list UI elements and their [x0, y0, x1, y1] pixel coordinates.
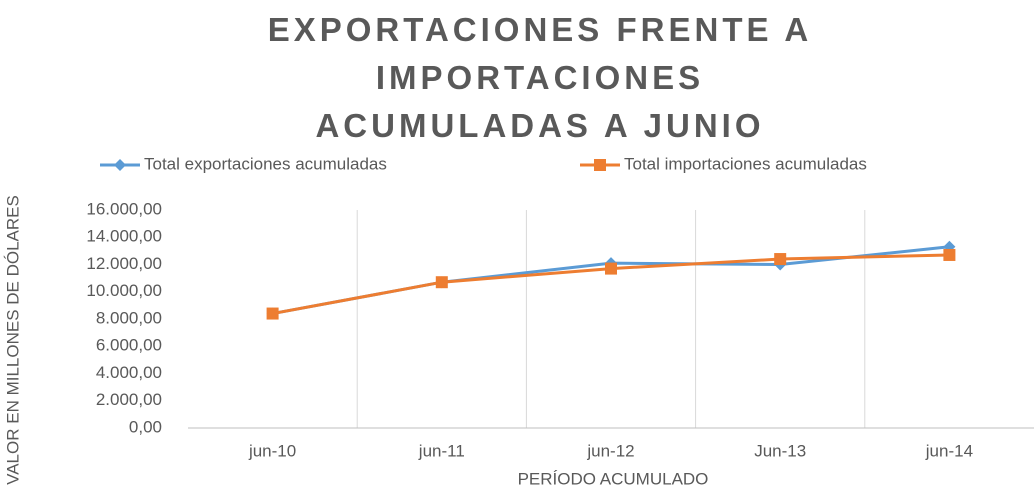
y-tick-label: 8.000,00 [96, 308, 162, 327]
y-tick-label: 6.000,00 [96, 336, 162, 355]
chart-title: EXPORTACIONES FRENTE A IMPORTACIONES ACU… [267, 11, 813, 144]
x-tick-label: jun-12 [586, 441, 634, 460]
point [943, 248, 956, 261]
y-tick-label: 0,00 [129, 417, 162, 436]
y-tick-label: 4.000,00 [96, 363, 162, 382]
point [774, 253, 787, 266]
x-tick-label: Jun-13 [754, 441, 806, 460]
x-tick-label: jun-14 [925, 441, 973, 460]
y-tick-label: 16.000,00 [86, 199, 162, 218]
legend-marker [594, 159, 606, 171]
x-axis-label: PERÍODO ACUMULADO [518, 469, 709, 488]
y-axis-label: VALOR EN MILLONES DE DÓLARES [3, 195, 22, 485]
legend-label: Total exportaciones acumuladas [144, 154, 387, 173]
legend-marker [114, 159, 126, 171]
y-tick-label: 12.000,00 [86, 254, 162, 273]
x-tick-label: jun-11 [418, 441, 465, 460]
point [266, 307, 279, 320]
y-tick-label: 14.000,00 [86, 227, 162, 246]
legend-label: Total importaciones acumuladas [624, 154, 867, 173]
y-tick-label: 10.000,00 [86, 281, 162, 300]
y-tick-label: 2.000,00 [96, 390, 162, 409]
point [435, 276, 448, 289]
x-tick-label: jun-10 [248, 441, 296, 460]
point [605, 262, 617, 275]
